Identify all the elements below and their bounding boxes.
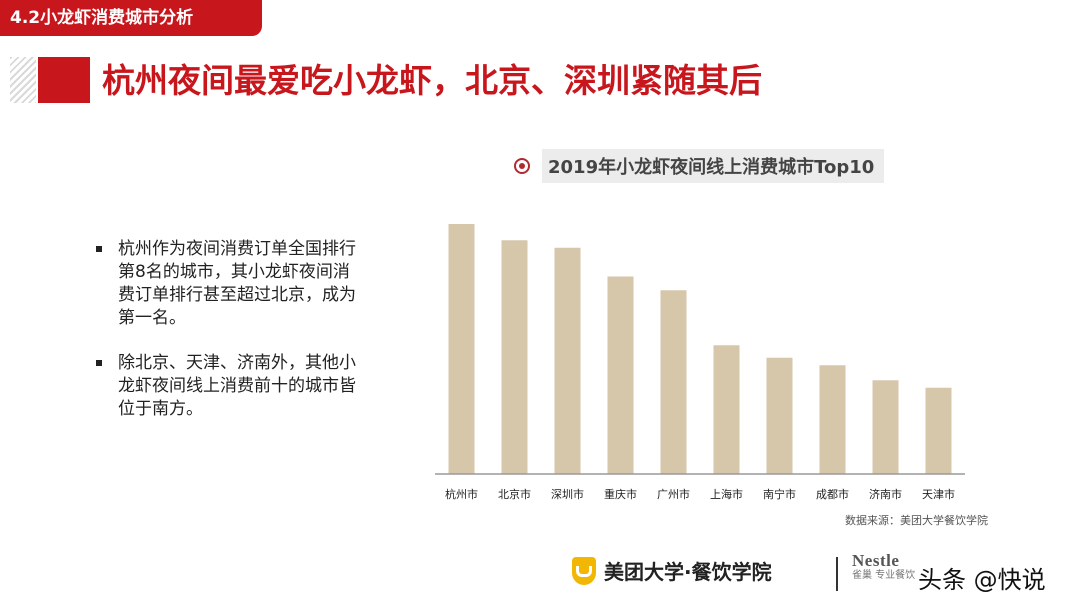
hatch-decoration [10, 57, 36, 103]
bullet-text: 杭州作为夜间消费订单全国排行第8名的城市，其小龙虾夜间消费订单排行甚至超过北京，… [118, 239, 356, 328]
shield-logo-icon [572, 556, 596, 585]
x-tick-label: 天津市 [922, 487, 955, 501]
bar-济南市 [872, 380, 899, 474]
bullet-item: 除北京、天津、济南外，其他小龙虾夜间线上消费前十的城市皆位于南方。 [96, 352, 366, 421]
chart-title: 2019年小龙虾夜间线上消费城市Top10 [542, 149, 885, 183]
watermark: 头条 @快说 [918, 566, 1046, 594]
footer-brand: 美团大学·餐饮学院 [604, 560, 772, 584]
bullet-text: 除北京、天津、济南外，其他小龙虾夜间线上消费前十的城市皆位于南方。 [118, 353, 356, 419]
bar-广州市 [660, 290, 687, 474]
bar-重庆市 [607, 276, 634, 474]
bar-深圳市 [554, 247, 581, 474]
target-icon [514, 158, 530, 174]
footer-logo: 美团大学·餐饮学院 [572, 556, 772, 585]
chart-title-row: 2019年小龙虾夜间线上消费城市Top10 [514, 149, 885, 183]
bullet-item: 杭州作为夜间消费订单全国排行第8名的城市，其小龙虾夜间消费订单排行甚至超过北京，… [96, 238, 366, 330]
bullet-square-icon [96, 360, 102, 366]
x-tick-label: 杭州市 [445, 487, 478, 501]
x-tick-label: 成都市 [816, 487, 849, 501]
x-tick-label: 重庆市 [604, 487, 637, 501]
bar-成都市 [819, 365, 846, 474]
partner-name: Nestle [852, 551, 900, 570]
bullet-list: 杭州作为夜间消费订单全国排行第8名的城市，其小龙虾夜间消费订单排行甚至超过北京，… [96, 238, 366, 443]
partner-logo: Nestle 雀巢 专业餐饮 [852, 552, 922, 598]
bar-南宁市 [766, 357, 793, 474]
section-tag: 4.2小龙虾消费城市分析 [0, 0, 262, 36]
bar-北京市 [501, 240, 528, 474]
red-block-decoration [38, 57, 90, 103]
x-tick-label: 上海市 [710, 487, 743, 501]
footer-divider [836, 557, 838, 591]
bar-上海市 [713, 345, 740, 474]
page-title: 杭州夜间最爱吃小龙虾，北京、深圳紧随其后 [102, 61, 762, 100]
bar-杭州市 [448, 224, 475, 474]
partner-sub: 雀巢 专业餐饮 [852, 570, 916, 581]
x-tick-label: 深圳市 [551, 487, 584, 501]
bar-天津市 [925, 387, 952, 474]
bullet-square-icon [96, 246, 102, 252]
x-tick-label: 南宁市 [763, 487, 796, 501]
x-tick-label: 广州市 [657, 487, 690, 501]
x-tick-label: 济南市 [869, 487, 902, 501]
data-source: 数据来源：美团大学餐饮学院 [845, 514, 988, 527]
x-tick-label: 北京市 [498, 487, 531, 501]
